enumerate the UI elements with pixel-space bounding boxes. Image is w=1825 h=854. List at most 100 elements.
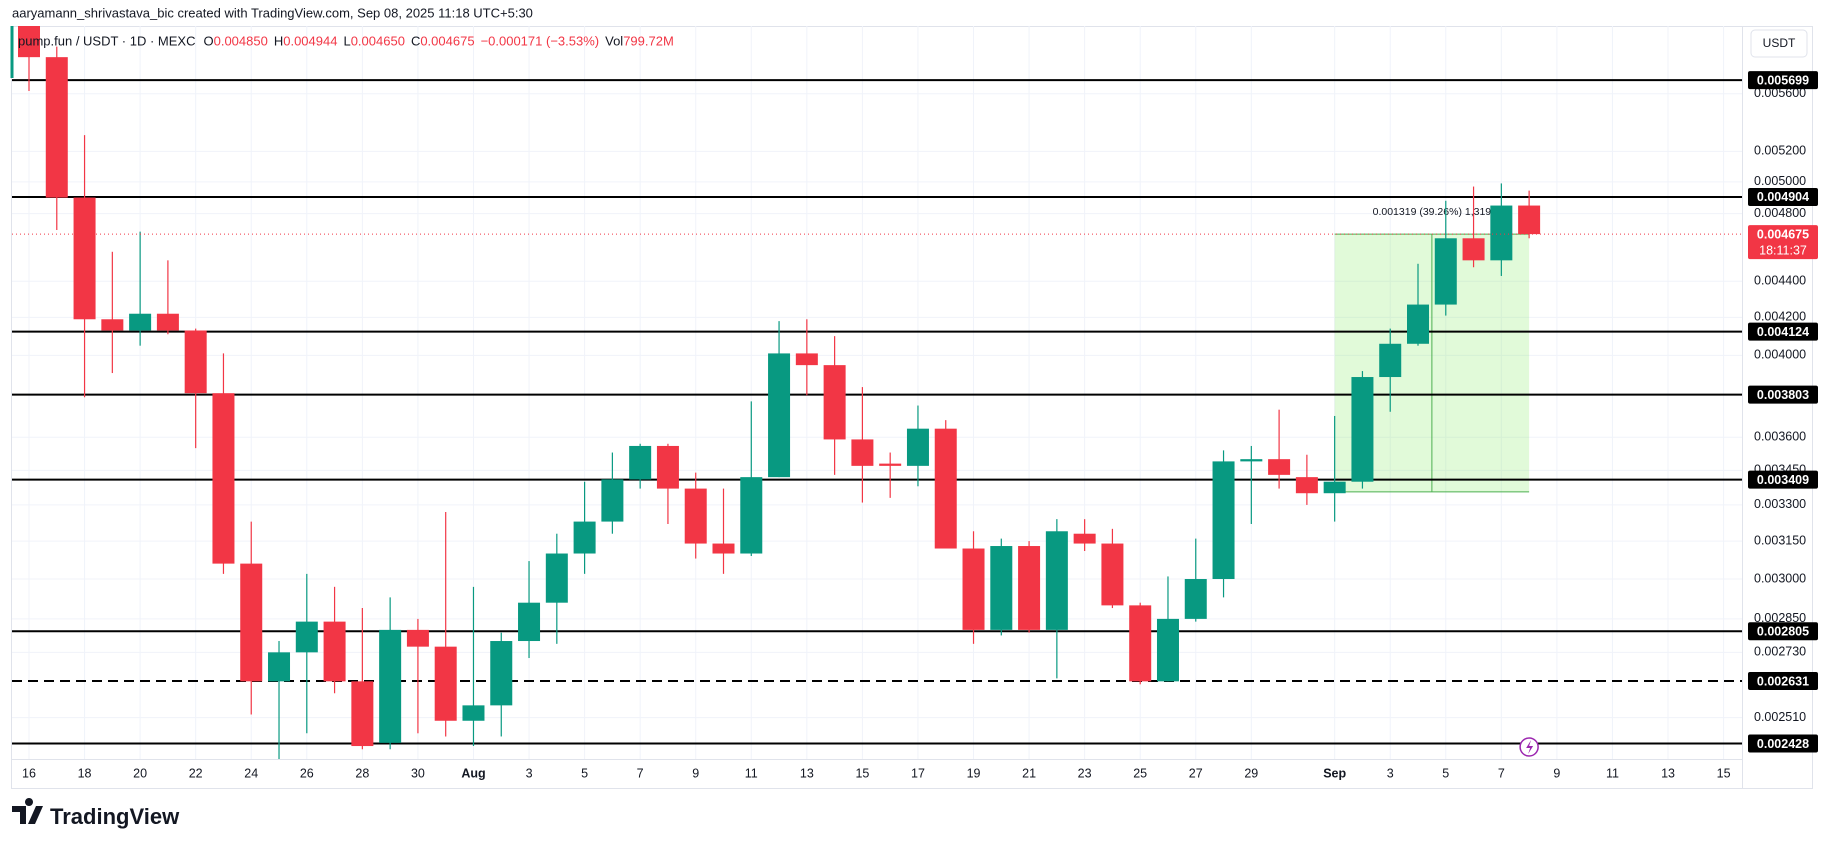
x-tick-label: 28: [355, 766, 369, 780]
x-tick-label: 18: [78, 766, 92, 780]
x-tick-label: 7: [637, 766, 644, 780]
legend-volume: 799.72M: [623, 33, 674, 48]
y-tick-label: 0.003300: [1754, 497, 1806, 511]
x-tick-label: 5: [1442, 766, 1449, 780]
level-label: 0.004904: [1757, 190, 1809, 204]
x-tick-label: 29: [1244, 766, 1258, 780]
x-tick-label: 9: [1553, 766, 1560, 780]
candle-body: [1379, 343, 1402, 378]
countdown: 18:11:37: [1759, 243, 1807, 257]
candle-body: [629, 445, 652, 480]
candle-body: [545, 553, 568, 603]
brand-logo: [12, 798, 43, 824]
legend-ohlc-label: C: [411, 33, 420, 48]
x-tick-label: 13: [1661, 766, 1675, 780]
level-label: 0.002805: [1757, 625, 1809, 639]
currency-label[interactable]: USDT: [1763, 36, 1796, 50]
candle-body: [73, 197, 96, 320]
x-tick-label: 11: [745, 766, 758, 780]
candle-body: [601, 479, 624, 522]
current-price-bg: [1748, 225, 1818, 260]
level-label-bg: [1748, 622, 1818, 641]
x-tick-label: 27: [1189, 766, 1203, 780]
candle-body: [1073, 533, 1096, 544]
candle-body: [740, 477, 763, 554]
legend-change: −0.000171 (−3.53%): [481, 33, 600, 48]
current-price-label: 0.004675: [1757, 227, 1809, 241]
legend-ohlc-label: L: [343, 33, 350, 48]
candle-body: [490, 641, 513, 706]
x-tick-label: 24: [244, 766, 258, 780]
candle-body: [656, 445, 679, 489]
x-tick-label: 16: [22, 766, 36, 780]
level-label-bg: [1748, 322, 1818, 341]
alert-bolt: [1526, 740, 1534, 754]
candle-body: [295, 621, 318, 653]
candle-body: [879, 463, 902, 466]
y-tick-label: 0.004200: [1754, 310, 1806, 324]
legend-ohlc-label: O: [203, 33, 213, 48]
legend-ohlc-label: H: [274, 33, 283, 48]
candle-body: [1268, 459, 1291, 475]
x-tick-label: 30: [411, 766, 425, 780]
candle-body: [129, 313, 152, 331]
candle-body: [684, 488, 707, 544]
y-tick-label: 0.005200: [1754, 144, 1806, 158]
candle-body: [518, 602, 541, 642]
candle-body: [406, 629, 429, 647]
candle-body: [573, 521, 596, 554]
candle-body: [823, 365, 846, 440]
x-tick-label: 22: [189, 766, 203, 780]
x-tick-label: 26: [300, 766, 314, 780]
currency-button[interactable]: [1750, 29, 1808, 58]
candle-body: [990, 546, 1013, 630]
candle-body: [351, 681, 374, 747]
candle-body: [795, 353, 818, 366]
candle-body: [1518, 205, 1541, 235]
x-tick-label: 3: [1387, 766, 1394, 780]
measure-label: 0.001319 (39.26%) 1,319: [1373, 206, 1492, 218]
x-tick-label: 15: [855, 766, 869, 780]
legend-ohlc-value: 0.004675: [420, 33, 474, 48]
level-label: 0.002631: [1757, 674, 1809, 688]
x-tick-label: 13: [800, 766, 814, 780]
candle-body: [1462, 238, 1485, 261]
x-tick-label: 9: [692, 766, 699, 780]
y-tick-label: 0.003600: [1754, 430, 1806, 444]
legend-ohlc-value: 0.004944: [283, 33, 337, 48]
x-tick-label: Sep: [1323, 766, 1346, 780]
y-tick-label: 0.004000: [1754, 348, 1806, 362]
level-label-bg: [1748, 672, 1818, 691]
candle-body: [240, 563, 263, 682]
legend-ohlc-value: 0.004850: [214, 33, 268, 48]
candle-body: [462, 705, 485, 721]
y-tick-label: 0.005000: [1754, 174, 1806, 188]
candle-body: [379, 629, 402, 743]
candle-body: [768, 353, 791, 478]
candle-body: [268, 652, 291, 682]
brand: TradingView: [50, 804, 180, 829]
candle-body: [1434, 238, 1457, 305]
candle-body: [1240, 459, 1263, 462]
candle-body: [1407, 304, 1429, 344]
x-tick-label: 3: [526, 766, 533, 780]
candle-body: [906, 428, 929, 466]
candle-body: [962, 548, 985, 630]
candle-body: [1212, 461, 1235, 580]
x-tick-label: 15: [1717, 766, 1731, 780]
level-label: 0.002428: [1757, 737, 1809, 751]
level-label-bg: [1748, 187, 1818, 206]
x-tick-label: 11: [1606, 766, 1619, 780]
candle-body: [934, 428, 957, 549]
candle-body: [1129, 605, 1152, 682]
candle-body: [1351, 377, 1374, 482]
x-tick-label: 7: [1498, 766, 1505, 780]
candle-body: [323, 621, 346, 682]
level-label: 0.003409: [1757, 473, 1809, 487]
brand-icon: [12, 798, 43, 824]
level-label-bg: [1748, 734, 1818, 753]
y-tick-label: 0.005600: [1754, 86, 1806, 100]
candle-body: [1018, 546, 1041, 630]
x-tick-label: 21: [1022, 766, 1036, 780]
